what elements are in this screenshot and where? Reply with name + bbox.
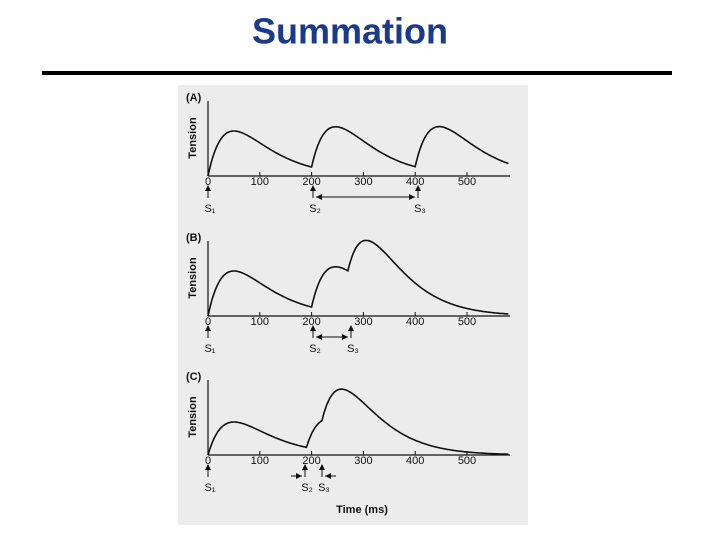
arrow-head bbox=[415, 185, 421, 191]
y-axis-label: Tension bbox=[187, 257, 199, 299]
x-tick-label: 0 bbox=[205, 455, 211, 467]
stimulus-label: S₃ bbox=[347, 343, 359, 355]
tension-curve bbox=[207, 239, 509, 317]
arrow-head bbox=[205, 185, 211, 191]
panel-label: (B) bbox=[186, 232, 202, 244]
x-tick-label: 200 bbox=[302, 316, 320, 328]
panel-label: (C) bbox=[186, 371, 202, 383]
arrow-head bbox=[205, 464, 211, 470]
arrow-head bbox=[205, 325, 211, 331]
arrow-head bbox=[319, 464, 325, 470]
x-tick-label: 0 bbox=[205, 176, 211, 188]
stimulus-label: S₂ bbox=[309, 343, 321, 355]
stimulus-label: S₂ bbox=[301, 482, 313, 494]
x-tick-label: 400 bbox=[406, 455, 424, 467]
x-tick-label: 300 bbox=[354, 316, 372, 328]
x-tick-label: 500 bbox=[458, 176, 476, 188]
tension-curve bbox=[207, 125, 509, 177]
panel-label: (A) bbox=[186, 92, 202, 104]
x-tick-label: 500 bbox=[458, 455, 476, 467]
x-tick-label: 100 bbox=[251, 176, 269, 188]
y-axis-label: Tension bbox=[187, 117, 199, 159]
x-tick-label: 300 bbox=[354, 455, 372, 467]
arrow-head bbox=[310, 325, 316, 331]
x-tick-label: 300 bbox=[354, 176, 372, 188]
slide-title: Summation bbox=[252, 11, 448, 52]
stimulus-label: S₂ bbox=[309, 203, 321, 215]
tension-curve bbox=[207, 388, 509, 456]
x-tick-label: 200 bbox=[302, 455, 320, 467]
arrow-head bbox=[310, 185, 316, 191]
stimulus-label: S₃ bbox=[318, 482, 330, 494]
x-tick-label: 0 bbox=[205, 316, 211, 328]
stimulus-label: S₁ bbox=[204, 482, 215, 494]
x-tick-label: 400 bbox=[406, 176, 424, 188]
arrow-head bbox=[302, 464, 308, 470]
x-axis-label: Time (ms) bbox=[336, 504, 388, 516]
x-tick-label: 400 bbox=[406, 316, 424, 328]
stimulus-label: S₁ bbox=[204, 343, 215, 355]
x-tick-label: 500 bbox=[458, 316, 476, 328]
arrow-head bbox=[348, 325, 354, 331]
x-tick-label: 100 bbox=[251, 455, 269, 467]
x-tick-label: 200 bbox=[302, 176, 320, 188]
stimulus-label: S₁ bbox=[204, 203, 215, 215]
x-tick-label: 100 bbox=[251, 316, 269, 328]
y-axis-label: Tension bbox=[187, 396, 199, 438]
stimulus-label: S₃ bbox=[414, 203, 426, 215]
